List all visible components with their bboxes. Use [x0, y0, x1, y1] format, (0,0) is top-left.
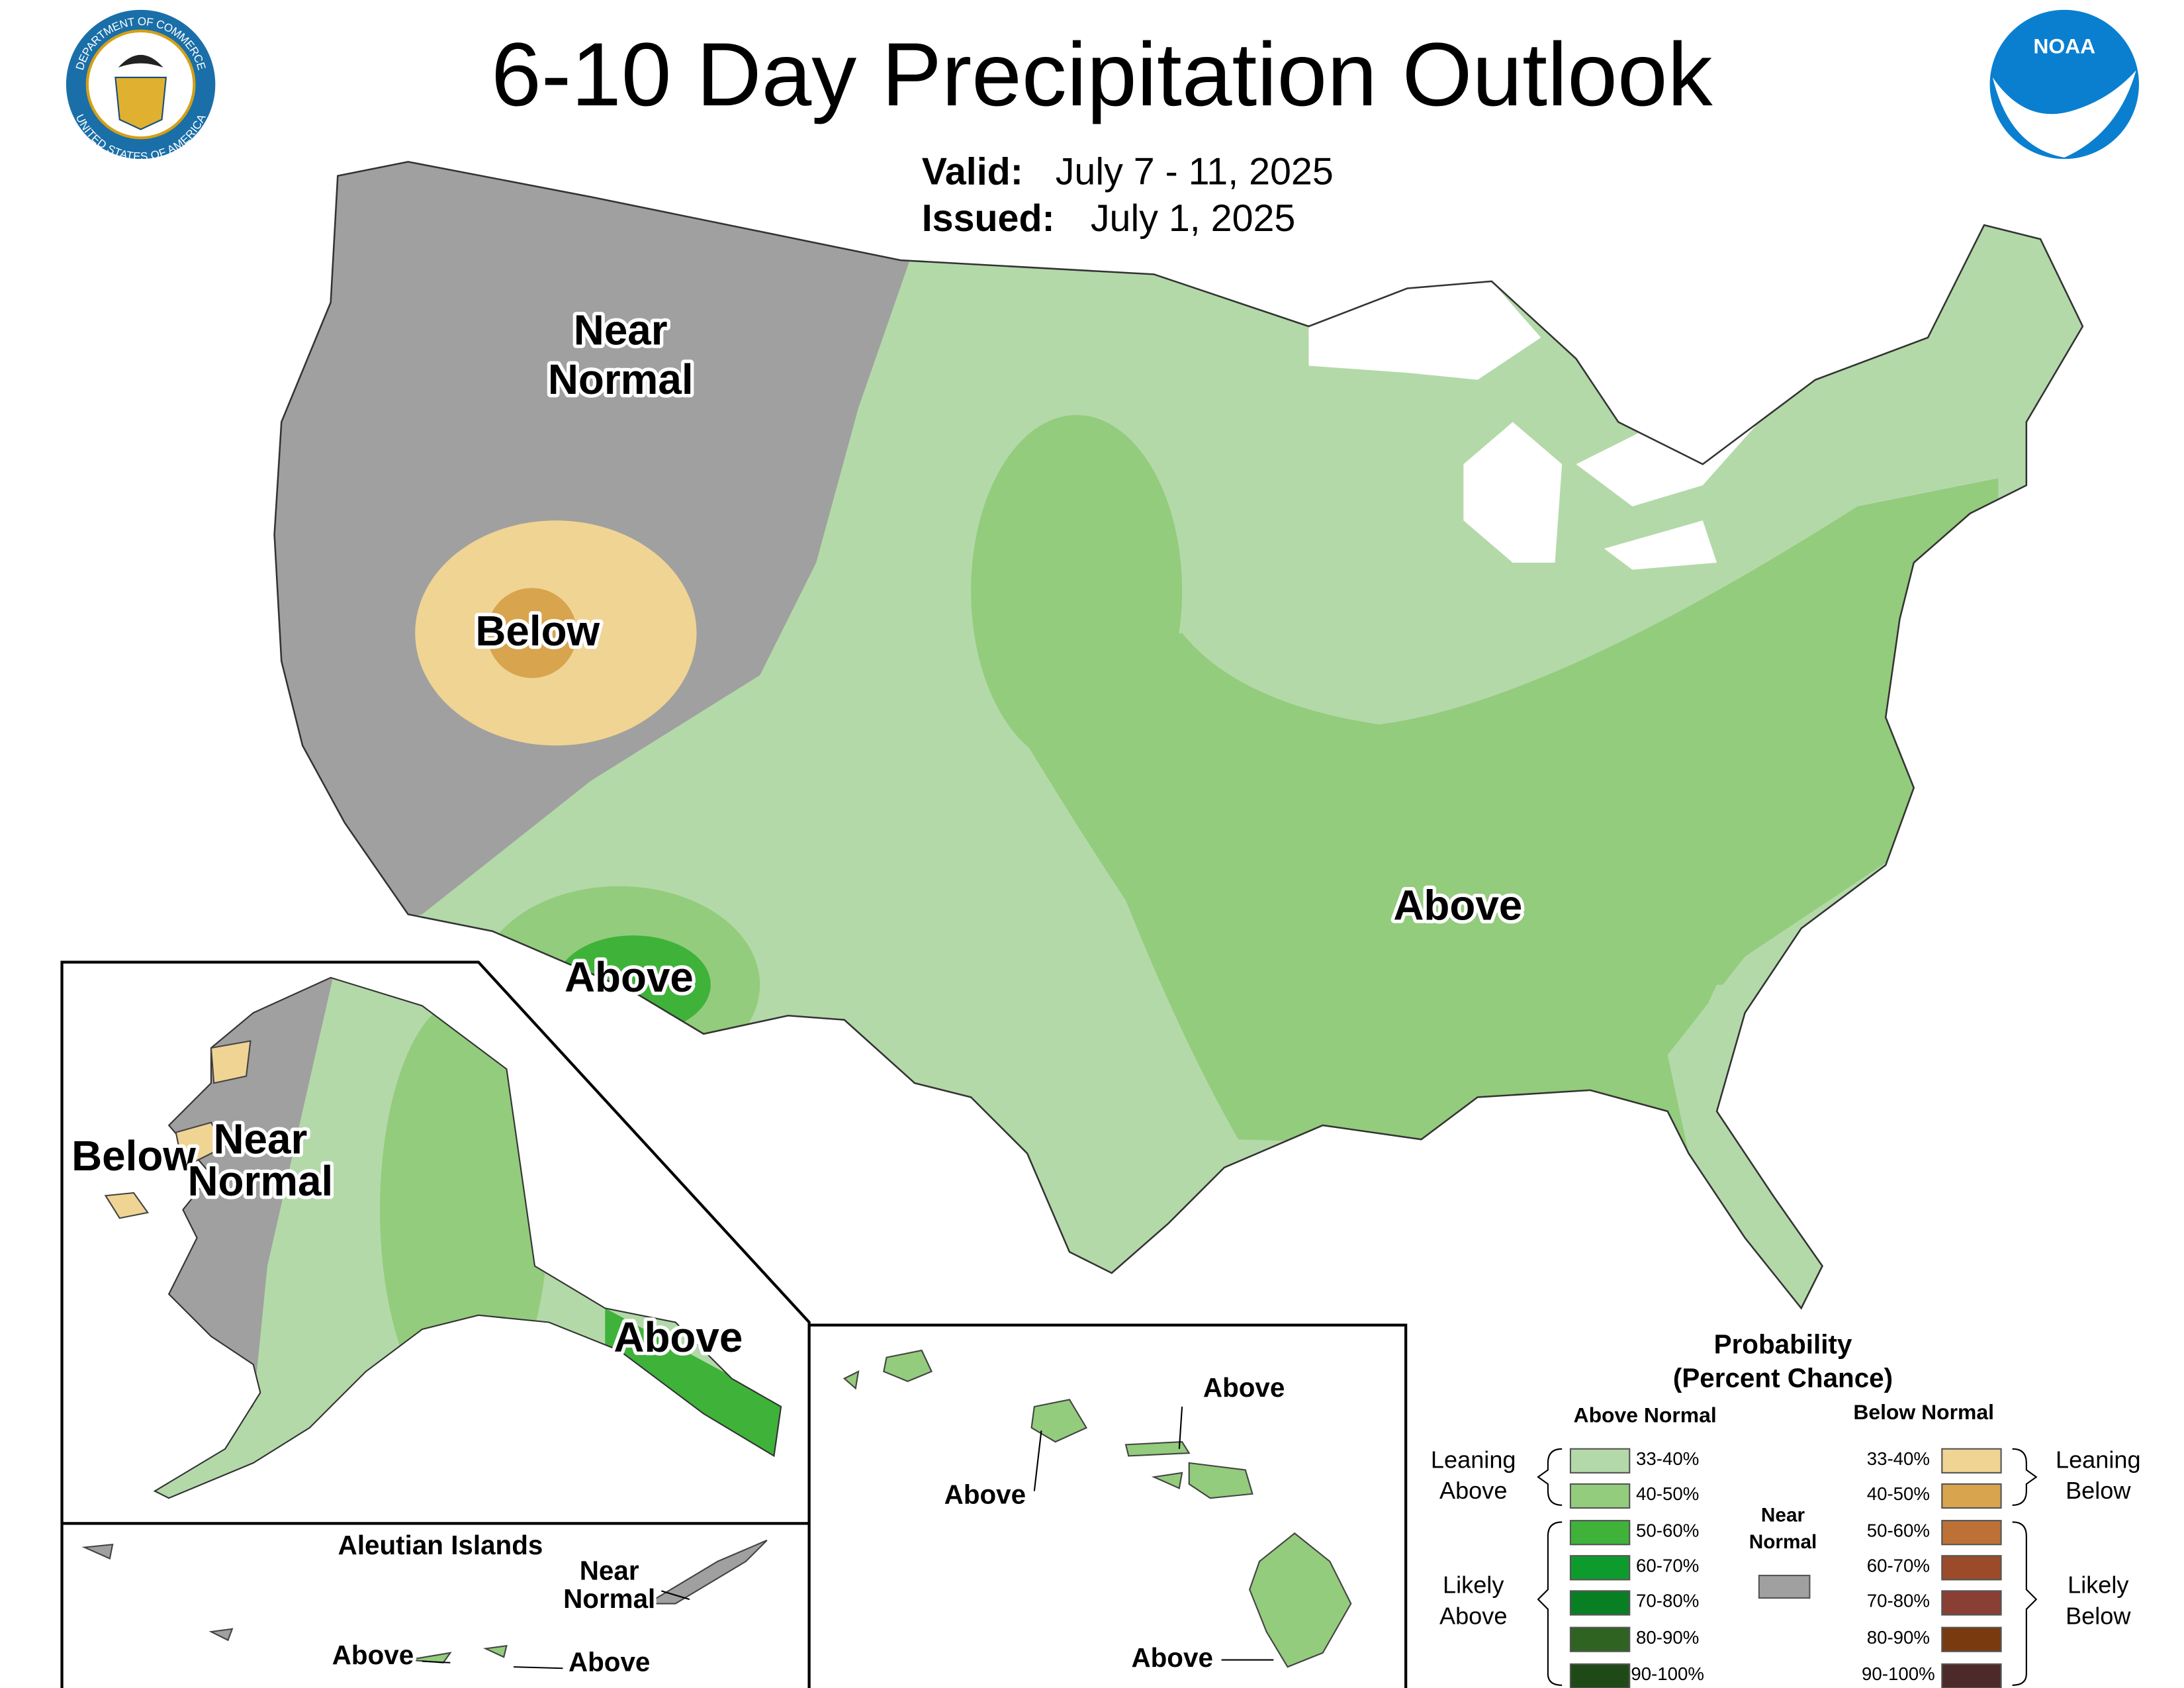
- legend-range: 33-40%: [1636, 1448, 1699, 1469]
- title: 6-10 Day Precipitation Outlook: [491, 24, 1713, 124]
- legend-swatch: [1569, 1448, 1631, 1474]
- legend-range: 50-60%: [1636, 1520, 1699, 1540]
- map-label: (Percent Chance): [1673, 1362, 1893, 1393]
- map-label: Normal: [563, 1583, 655, 1614]
- legend-heading: Above Normal: [1574, 1403, 1717, 1427]
- map-label: Normal: [1749, 1531, 1817, 1553]
- map-label: Normal: [188, 1157, 334, 1205]
- legend-range: 33-40%: [1867, 1448, 1930, 1469]
- below-40-area: [486, 588, 577, 679]
- legend-range: 40-50%: [1867, 1483, 1930, 1504]
- legend-range: 80-90%: [1636, 1627, 1699, 1648]
- legend-range: 80-90%: [1867, 1627, 1930, 1648]
- aleutian-islands: [81, 1539, 768, 1642]
- map-label: Above: [1393, 882, 1522, 929]
- map-label: Below: [475, 607, 600, 655]
- lean-above-area: [1684, 984, 1830, 1309]
- map-label: Leaning: [1431, 1446, 1516, 1473]
- map-label: Probability: [1714, 1329, 1852, 1359]
- legend-range: 90-100%: [1631, 1664, 1704, 1684]
- legend-swatch: [1941, 1520, 2002, 1546]
- legend-range: 40-50%: [1636, 1483, 1699, 1504]
- map-label: Near: [574, 306, 668, 353]
- legend-swatch: [1569, 1663, 1631, 1688]
- map-label: Near: [1761, 1505, 1805, 1526]
- legend-range: 70-80%: [1867, 1591, 1930, 1611]
- alaska-below: [104, 1040, 251, 1219]
- legend-range: 50-60%: [1867, 1520, 1930, 1540]
- legend-swatch: [1569, 1483, 1631, 1509]
- map-label: Above: [1203, 1372, 1285, 1403]
- map-label: Near: [580, 1555, 639, 1585]
- hawaii-islands: [842, 1349, 1352, 1668]
- legend-swatch: [1941, 1555, 2002, 1581]
- issued-date: July 1, 2025: [1091, 197, 1296, 240]
- legend: Probability(Percent Chance) Above Normal B…: [1431, 1329, 2141, 1688]
- noaa-text: NOAA: [2033, 34, 2095, 58]
- commerce-seal: DEPARTMENT OF COMMERCE UNITED STATES OF …: [66, 9, 216, 164]
- noaa-logo: NOAA: [1989, 9, 2139, 160]
- legend-swatch: [1941, 1626, 2002, 1652]
- map-label: Below: [2066, 1477, 2131, 1504]
- map-label: Below: [71, 1132, 196, 1180]
- aleutian-title: Aleutian Islands: [338, 1530, 543, 1560]
- map-label: Above: [1439, 1602, 1507, 1629]
- legend-swatch: [1569, 1590, 1631, 1616]
- map-label: Near: [213, 1115, 307, 1162]
- map-label: Above: [565, 953, 694, 1001]
- legend-swatch: [1758, 1574, 1811, 1599]
- legend-range: 90-100%: [1862, 1664, 1935, 1684]
- above-40-area: [985, 478, 1999, 1154]
- legend-swatch: [1941, 1448, 2002, 1474]
- map-label: Normal: [548, 355, 694, 403]
- map-label: Likely: [1443, 1571, 1504, 1599]
- map-label: Above: [1439, 1477, 1507, 1504]
- map-label: Above: [1131, 1642, 1212, 1673]
- valid-label: Valid:: [922, 151, 1023, 193]
- map-label: Likely: [2068, 1571, 2128, 1599]
- valid-dates: July 7 - 11, 2025: [1056, 151, 1334, 193]
- legend-swatch: [1941, 1663, 2002, 1688]
- legend-range: 70-80%: [1636, 1591, 1699, 1611]
- issued-label: Issued:: [922, 197, 1055, 240]
- map-label: Above: [944, 1479, 1026, 1510]
- map-label: Above: [614, 1313, 743, 1361]
- map-label: Below: [2066, 1602, 2131, 1629]
- legend-range: 60-70%: [1636, 1556, 1699, 1576]
- legend-swatch: [1569, 1520, 1631, 1546]
- map-label: Above: [332, 1640, 414, 1670]
- legend-swatch: [1569, 1626, 1631, 1652]
- legend-swatch: [1569, 1555, 1631, 1581]
- legend-heading: Below Normal: [1853, 1400, 1994, 1424]
- great-lakes: [1308, 281, 1759, 570]
- map-label: Above: [569, 1647, 650, 1677]
- legend-swatch: [1941, 1590, 2002, 1616]
- legend-range: 60-70%: [1867, 1556, 1930, 1576]
- legend-swatch: [1941, 1483, 2002, 1509]
- map-label: Leaning: [2056, 1446, 2141, 1473]
